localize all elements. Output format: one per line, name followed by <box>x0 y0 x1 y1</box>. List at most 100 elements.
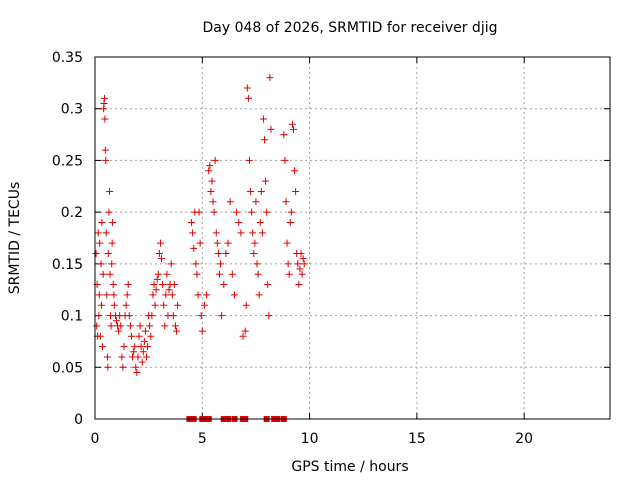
x-tick-label: 5 <box>198 431 207 447</box>
data-points <box>92 74 308 422</box>
x-tick-label: 15 <box>408 431 426 447</box>
data-point <box>98 218 106 226</box>
x-axis-label: GPS time / hours <box>291 459 408 475</box>
data-point <box>285 270 293 278</box>
data-point <box>267 125 275 133</box>
data-point <box>298 270 306 278</box>
data-point <box>287 208 295 216</box>
data-point <box>147 332 155 340</box>
y-tick-label: 0.3 <box>61 102 83 118</box>
data-point <box>258 229 266 237</box>
data-point <box>213 239 221 247</box>
data-point <box>200 301 208 309</box>
y-tick-label: 0.15 <box>52 257 83 273</box>
data-point <box>97 260 105 268</box>
y-tick-label: 0.2 <box>61 205 83 221</box>
x-tick-label: 10 <box>301 431 319 447</box>
data-point <box>102 229 110 237</box>
data-point <box>197 312 205 320</box>
data-point <box>247 187 255 195</box>
data-point <box>167 260 175 268</box>
data-point <box>97 301 105 309</box>
data-point <box>256 218 264 226</box>
data-point <box>133 368 141 376</box>
data-point <box>292 187 300 195</box>
data-point <box>188 218 196 226</box>
data-point <box>110 291 118 299</box>
data-point <box>280 131 288 139</box>
data-point <box>248 208 256 216</box>
data-point <box>169 312 177 320</box>
data-point <box>99 270 107 278</box>
data-point <box>288 120 296 128</box>
y-tick-label: 0.1 <box>61 309 83 325</box>
y-tick-label: 0 <box>74 412 83 428</box>
data-point <box>160 301 168 309</box>
data-point <box>286 218 294 226</box>
data-point <box>168 291 176 299</box>
x-tick-label: 0 <box>91 431 100 447</box>
chart-title: Day 048 of 2026, SRMTID for receiver dji… <box>203 20 498 36</box>
data-point <box>161 322 169 330</box>
y-axis-ticks: 0 0.05 0.1 0.15 0.2 0.25 0.3 0.35 <box>52 50 610 428</box>
data-point <box>162 291 170 299</box>
data-point <box>108 239 116 247</box>
data-point <box>94 229 102 237</box>
data-point <box>224 239 232 247</box>
data-point <box>102 156 110 164</box>
data-point <box>104 363 112 371</box>
data-point <box>194 291 202 299</box>
data-point <box>159 281 167 289</box>
data-point <box>131 343 139 351</box>
data-point <box>230 291 238 299</box>
data-point <box>108 260 116 268</box>
data-point <box>189 229 197 237</box>
data-point <box>92 250 100 258</box>
data-point <box>109 281 117 289</box>
data-point <box>263 208 271 216</box>
data-point <box>283 239 291 247</box>
data-point <box>266 74 274 82</box>
data-point <box>101 146 109 154</box>
data-point <box>284 260 292 268</box>
data-point <box>112 317 120 325</box>
data-point <box>140 337 148 345</box>
data-point <box>262 177 270 185</box>
data-point <box>146 322 154 330</box>
data-point <box>137 343 145 351</box>
data-point <box>239 332 247 340</box>
data-point <box>93 322 101 330</box>
data-point <box>299 255 307 263</box>
data-point <box>254 270 262 278</box>
data-point <box>155 250 163 258</box>
data-point <box>95 312 103 320</box>
data-point <box>243 84 251 92</box>
data-point <box>220 281 228 289</box>
data-point <box>174 301 182 309</box>
data-point <box>295 281 303 289</box>
data-point <box>214 250 222 258</box>
data-point <box>122 301 130 309</box>
data-point <box>264 281 272 289</box>
data-point <box>282 198 290 206</box>
data-point <box>226 198 234 206</box>
data-point <box>192 260 200 268</box>
data-point <box>123 291 131 299</box>
data-point <box>170 281 178 289</box>
data-point <box>198 327 206 335</box>
data-point <box>124 281 132 289</box>
y-axis-label: SRMTID / TECUs <box>7 182 23 295</box>
data-point <box>104 250 112 258</box>
plot-frame <box>94 56 611 420</box>
data-point <box>125 312 133 320</box>
data-point <box>106 270 114 278</box>
data-point <box>144 343 152 351</box>
data-point <box>126 322 134 330</box>
data-point <box>265 312 273 320</box>
data-point <box>215 270 223 278</box>
y-tick-label: 0.25 <box>52 153 83 169</box>
data-point <box>165 286 173 294</box>
data-point <box>95 291 103 299</box>
data-point <box>210 208 218 216</box>
data-point <box>173 327 181 335</box>
